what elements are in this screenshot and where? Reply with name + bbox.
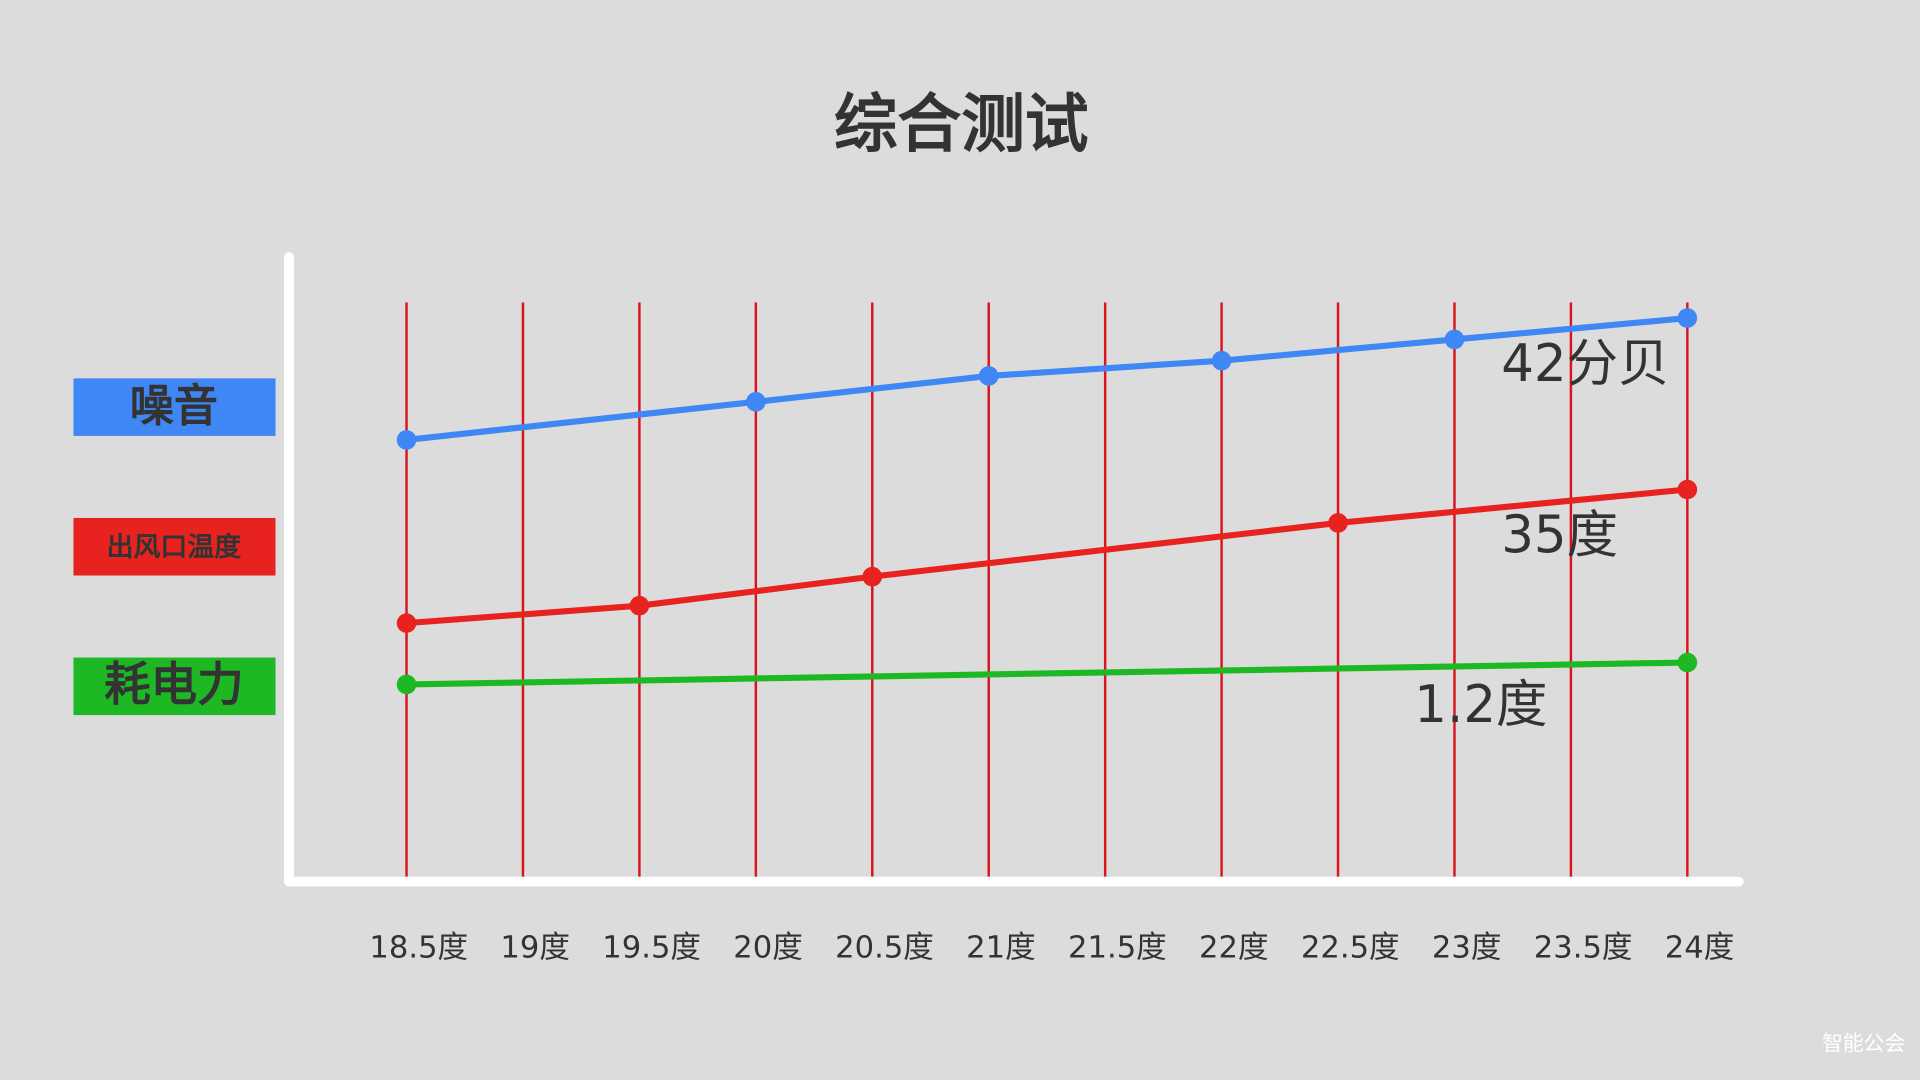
data-point xyxy=(1211,350,1232,371)
x-tick-label: 22度 xyxy=(1199,930,1269,965)
data-label: 42分贝 xyxy=(1501,334,1669,394)
legend-label: 耗电力 xyxy=(104,658,244,712)
legend-swatch xyxy=(73,517,276,576)
x-tick-label: 23.5度 xyxy=(1534,930,1633,965)
series-line xyxy=(406,659,1688,688)
data-point xyxy=(746,392,766,412)
data-point xyxy=(1444,329,1465,350)
series-line xyxy=(406,315,1688,443)
data-point xyxy=(1677,479,1698,500)
watermark: 智能公会 xyxy=(1822,1031,1905,1055)
data-point xyxy=(396,430,417,450)
data-point xyxy=(396,674,417,695)
x-tick-label: 24度 xyxy=(1665,930,1735,965)
x-tick-label: 21度 xyxy=(966,930,1036,965)
legend-label: 出风口温度 xyxy=(107,531,242,563)
data-point xyxy=(1677,652,1698,673)
data-point xyxy=(862,566,883,587)
data-point xyxy=(1677,308,1698,328)
x-tick-label: 19度 xyxy=(500,930,570,965)
x-tick-label: 21.5度 xyxy=(1068,930,1167,965)
data-point xyxy=(978,366,999,386)
legend-swatch xyxy=(73,378,276,436)
data-point xyxy=(1328,513,1348,533)
x-tick-label: 20.5度 xyxy=(835,930,934,965)
data-label: 1.2度 xyxy=(1414,675,1547,735)
chart-title: 综合测试 xyxy=(834,88,1089,162)
x-tick-label: 20度 xyxy=(733,930,803,965)
x-tick-label: 23度 xyxy=(1432,930,1502,965)
legend-swatch xyxy=(73,657,276,716)
x-tick-label: 22.5度 xyxy=(1301,930,1400,965)
legend-label: 噪音 xyxy=(130,381,218,432)
data-point xyxy=(629,595,650,616)
x-tick-label: 18.5度 xyxy=(369,930,468,965)
data-label: 35度 xyxy=(1501,505,1618,565)
data-point xyxy=(396,613,417,633)
x-tick-label: 19.5度 xyxy=(602,930,701,965)
